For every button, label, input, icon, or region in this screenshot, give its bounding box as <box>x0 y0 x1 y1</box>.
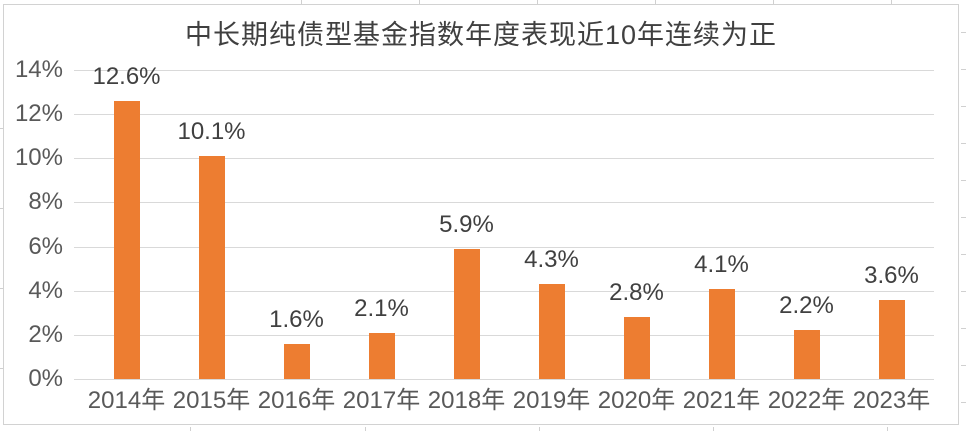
y-tick-label: 0% <box>28 365 63 392</box>
spreadsheet-gridline-artifact <box>0 208 3 209</box>
gridline <box>74 158 934 160</box>
data-label: 10.1% <box>177 118 246 146</box>
x-tick-label: 2019年 <box>512 387 591 414</box>
y-axis: 14% 12% 10% 8% 6% 4% 2% 0% <box>4 57 63 392</box>
x-tick-label: 2020年 <box>597 387 676 414</box>
bar-2020年 <box>623 317 650 379</box>
spreadsheet-gridline-artifact <box>0 128 3 129</box>
spreadsheet-gridline-artifact <box>365 427 366 431</box>
gridline <box>74 290 934 292</box>
spreadsheet-gridline-artifact <box>961 32 966 33</box>
bar-cell: 2.8% <box>594 70 679 379</box>
y-tick-label: 4% <box>28 276 63 304</box>
gridline <box>74 379 934 380</box>
spreadsheet-gridline-artifact <box>713 427 714 431</box>
bar-cell: 2.2% <box>764 70 849 379</box>
y-tick-label: 8% <box>28 188 63 216</box>
chart-frame: 中长期纯债型基金指数年度表现近10年连续为正 14% 12% 10% 8% 6% 4% 2%… <box>3 4 959 425</box>
data-label: 5.9% <box>439 210 494 238</box>
bar-2014年 <box>113 100 140 379</box>
y-tick-label: 10% <box>14 144 63 172</box>
bar-cell: 2.1% <box>339 70 424 379</box>
x-tick-label: 2021年 <box>682 387 761 414</box>
x-tick-label: 2015年 <box>172 387 251 414</box>
spreadsheet-gridline-artifact <box>887 427 888 431</box>
bars-container: 12.6% 10.1% 1.6% 2.1% 5.9% 4.3% 2.8% 4.1% 2.2% 3.… <box>84 63 934 379</box>
data-label: 3.6% <box>864 261 919 289</box>
spreadsheet-gridline-artifact <box>537 0 538 4</box>
bar-cell: 1.6% <box>254 70 339 379</box>
spreadsheet-gridline-artifact <box>773 0 774 4</box>
spreadsheet-gridline-artifact <box>961 402 966 403</box>
x-tick-label: 2018年 <box>427 387 506 414</box>
bar-cell: 3.6% <box>849 70 934 379</box>
x-tick-label: 2022年 <box>767 387 846 414</box>
spreadsheet-gridline-artifact <box>961 365 966 366</box>
spreadsheet-gridline-artifact <box>961 328 966 329</box>
spreadsheet-gridline-artifact <box>961 254 966 255</box>
bar-cell: 5.9% <box>424 70 509 379</box>
spreadsheet-gridline-artifact <box>891 0 892 4</box>
data-label: 2.2% <box>779 292 834 320</box>
spreadsheet-gridline-artifact <box>539 427 540 431</box>
x-tick-label: 2023年 <box>852 387 931 414</box>
y-tick-label: 12% <box>14 100 63 128</box>
gridline <box>74 334 934 336</box>
bar-2018年 <box>453 248 480 379</box>
data-label: 2.1% <box>354 294 409 322</box>
data-label: 1.6% <box>269 305 324 333</box>
x-tick-label: 2014年 <box>87 387 166 414</box>
spreadsheet-gridline-artifact <box>301 0 302 4</box>
x-tick-label: 2017年 <box>342 387 421 414</box>
data-label: 2.8% <box>609 279 664 307</box>
data-label: 4.3% <box>524 246 579 274</box>
bar-2016年 <box>283 343 310 379</box>
plot-area: 12.6% 10.1% 1.6% 2.1% 5.9% 4.3% 2.8% 4.1% 2.2% 3.… <box>74 63 934 380</box>
x-tick-label: 2016年 <box>257 387 336 414</box>
bar-2015年 <box>198 156 225 379</box>
bar-2023年 <box>878 299 905 379</box>
x-axis: 2014年 2015年 2016年 2017年 2018年 2019年 2020年 2021年… <box>84 386 934 416</box>
spreadsheet-gridline-artifact <box>961 291 966 292</box>
bar-cell: 4.3% <box>509 70 594 379</box>
spreadsheet-gridline-artifact <box>419 0 420 4</box>
spreadsheet-gridline-artifact <box>961 106 966 107</box>
bar-2019年 <box>538 284 565 379</box>
bar-cell: 4.1% <box>679 70 764 379</box>
data-label: 12.6% <box>92 62 161 90</box>
gridline <box>74 70 934 71</box>
bar-2017年 <box>368 332 395 379</box>
y-tick-label: 2% <box>28 320 63 348</box>
gridline <box>74 246 934 248</box>
spreadsheet-gridline-artifact <box>961 69 966 70</box>
spreadsheet-gridline-artifact <box>655 0 656 4</box>
gridline <box>74 114 934 116</box>
y-tick-label: 6% <box>28 232 63 260</box>
spreadsheet-gridline-artifact <box>961 217 966 218</box>
bar-cell: 12.6% <box>84 63 169 379</box>
chart-title: 中长期纯债型基金指数年度表现近10年连续为正 <box>184 20 778 50</box>
bar-cell: 10.1% <box>169 70 254 379</box>
spreadsheet-gridline-artifact <box>961 180 966 181</box>
bar-2022年 <box>793 330 820 379</box>
spreadsheet-gridline-artifact <box>0 368 3 369</box>
bar-2021年 <box>708 288 735 379</box>
spreadsheet-gridline-artifact <box>190 427 191 431</box>
spreadsheet-gridline-artifact <box>0 288 3 289</box>
gridline <box>74 202 934 204</box>
y-tick-label: 14% <box>14 56 63 83</box>
spreadsheet-gridline-artifact <box>961 143 966 144</box>
data-label: 4.1% <box>694 250 749 278</box>
